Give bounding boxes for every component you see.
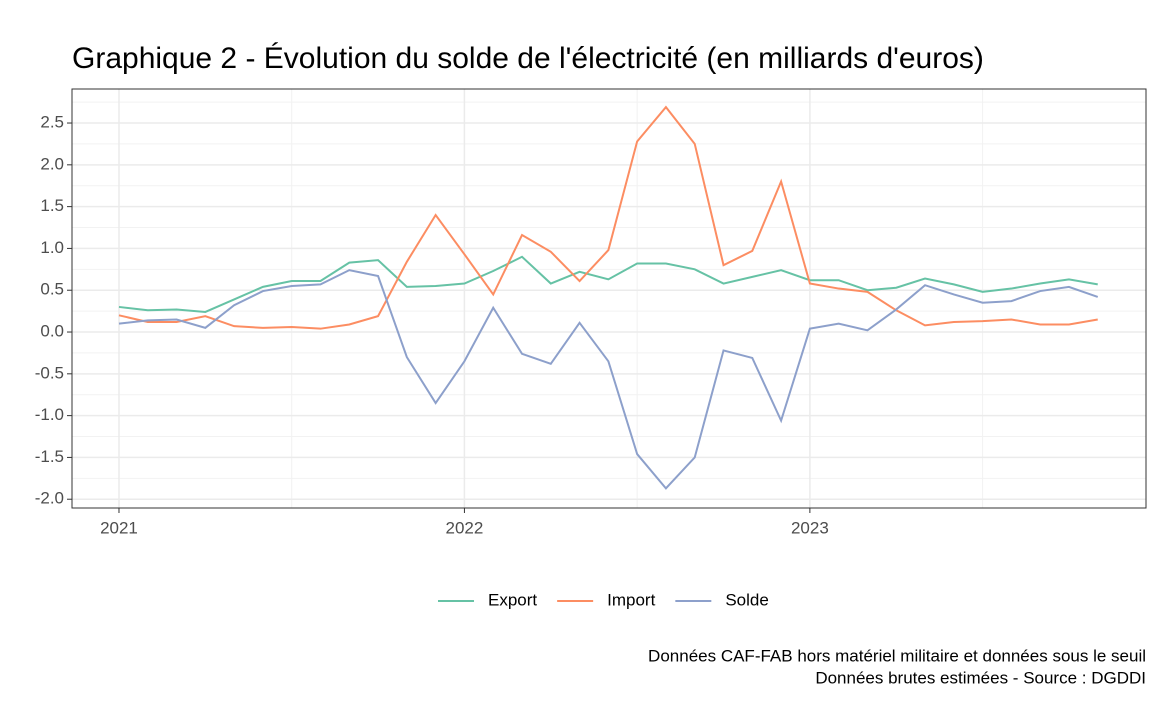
legend-label: Export bbox=[488, 590, 537, 609]
y-tick-label: 0.0 bbox=[40, 322, 64, 341]
y-tick-label: 2.0 bbox=[40, 154, 64, 173]
x-tick-label: 2023 bbox=[791, 518, 829, 537]
y-tick-label: -1.5 bbox=[35, 447, 64, 466]
legend-label: Import bbox=[607, 590, 655, 609]
panel-border bbox=[71, 88, 1147, 509]
series-line bbox=[118, 255, 1098, 313]
legend-label: Solde bbox=[725, 590, 768, 609]
chart-title: Graphique 2 - Évolution du solde de l'él… bbox=[72, 42, 984, 75]
y-tick-label: -0.5 bbox=[35, 363, 64, 382]
series-line bbox=[118, 269, 1099, 490]
y-tick-label: -2.0 bbox=[35, 489, 64, 508]
y-tick-label: 1.5 bbox=[40, 196, 64, 215]
x-tick-label: 2022 bbox=[446, 518, 484, 537]
caption: Données CAF-FAB hors matériel militaire … bbox=[648, 646, 1146, 665]
y-tick-label: -1.0 bbox=[35, 405, 64, 424]
series-line bbox=[118, 105, 1098, 330]
caption: Données brutes estimées - Source : DGDDI bbox=[815, 668, 1146, 687]
y-tick-label: 0.5 bbox=[40, 280, 64, 299]
y-tick-label: 1.0 bbox=[40, 238, 64, 257]
y-tick-label: 2.5 bbox=[40, 113, 64, 132]
x-tick-label: 2021 bbox=[100, 518, 138, 537]
